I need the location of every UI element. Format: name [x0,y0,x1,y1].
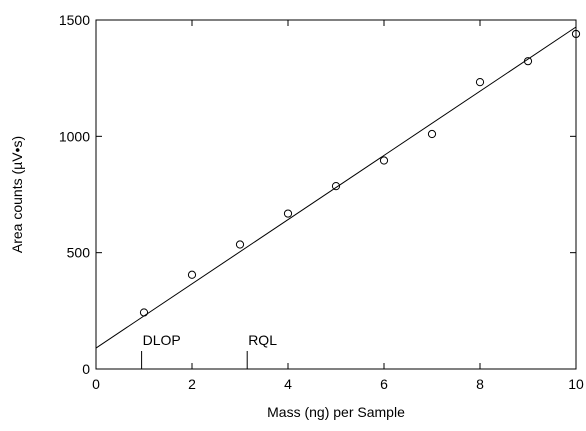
fit-line [95,26,577,349]
y-tick-label: 1500 [59,12,90,28]
x-tick-label: 6 [380,376,388,392]
x-tick-label: 4 [284,376,292,392]
data-point [187,270,197,279]
y-tick-label: 0 [82,361,90,377]
data-point [235,240,245,249]
annotation-label: RQL [248,332,277,348]
x-tick-label: 8 [476,376,484,392]
y-tick-label: 1000 [59,128,90,144]
x-axis-ticks: 0 2 4 6 8 10 [92,20,584,392]
y-tick-label: 500 [67,245,91,261]
x-tick-label: 10 [568,376,584,392]
x-tick-label: 0 [92,376,100,392]
x-axis-label: Mass (ng) per Sample [267,404,405,420]
annotations: DLOP RQL [141,332,277,369]
data-points [139,29,581,317]
data-point [139,308,149,317]
data-point [571,29,581,39]
data-point [331,182,341,191]
plot-frame [95,19,577,370]
x-tick-label: 2 [188,376,196,392]
data-point [523,57,533,66]
fit-line-group [95,26,577,349]
y-axis-ticks: 0 500 1000 1500 [59,12,576,377]
y-axis-label: Area counts (µV•s) [9,136,25,253]
data-point [379,156,389,165]
data-point [283,209,293,218]
annotation-label: DLOP [143,332,181,348]
data-point [475,78,485,87]
data-point [427,129,437,139]
